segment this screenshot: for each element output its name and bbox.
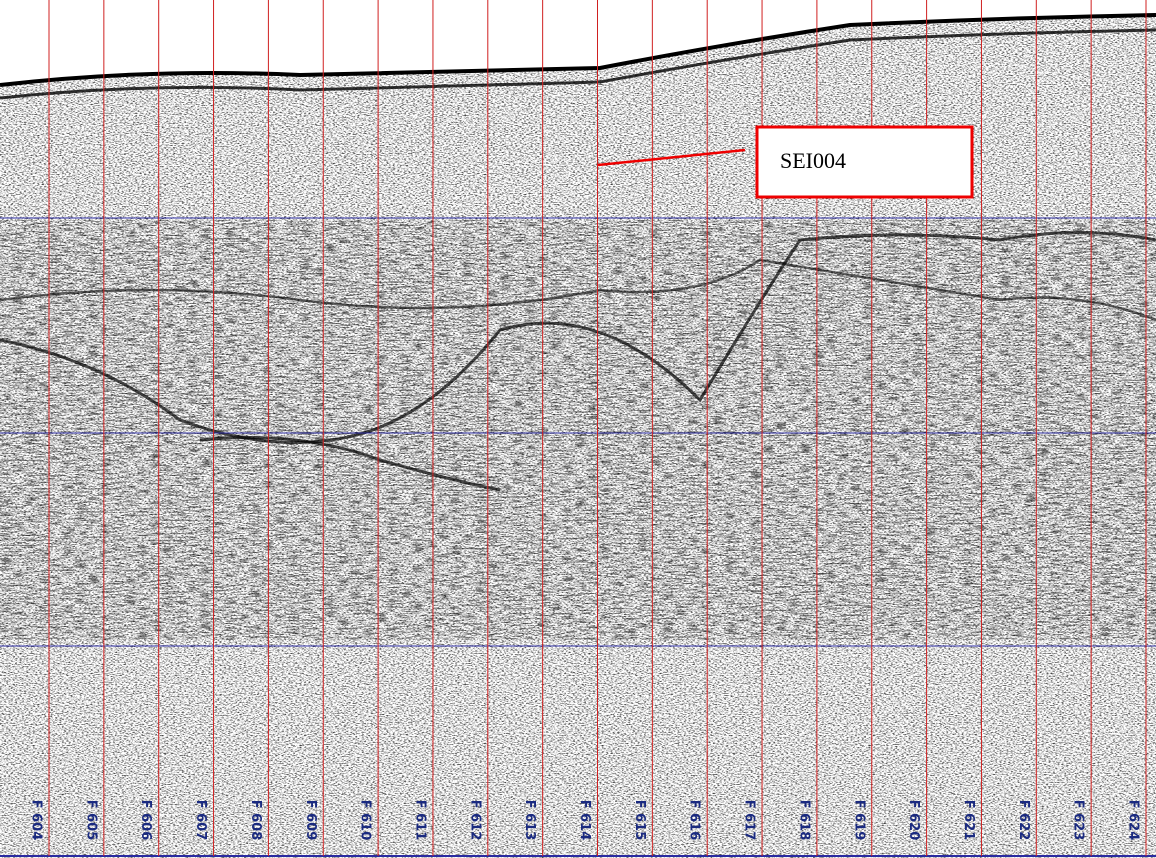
fix-label: F 619: [851, 800, 866, 841]
fix-label: F 621: [961, 800, 976, 841]
fix-label: F 612: [467, 800, 482, 841]
fix-label: F 624: [1126, 800, 1141, 841]
annotation-pointer: [597, 148, 746, 167]
horizon: [199, 436, 501, 492]
horizon: [0, 258, 1156, 322]
fix-label: F 622: [1016, 800, 1031, 841]
horizon: [0, 231, 1156, 444]
annotation-label: SEI004: [780, 148, 846, 173]
fix-label: F 604: [29, 800, 44, 841]
fix-label: F 613: [522, 800, 537, 841]
fix-label: F 615: [632, 800, 647, 841]
fix-label: F 606: [138, 800, 153, 841]
fix-label: F 616: [687, 800, 702, 841]
fix-label: F 608: [248, 800, 263, 841]
fix-label: F 605: [83, 800, 98, 841]
horizons: [0, 13, 1156, 492]
fix-label: F 623: [1071, 800, 1086, 841]
annotation-box: [755, 125, 974, 199]
fix-label: F 614: [577, 800, 592, 841]
fix-label: F 617: [742, 800, 757, 841]
reflectors: [0, 220, 1156, 640]
fix-marks: F 604 F 605 F 606 F 607 F 608 F 609 F 610 F 611…: [29, 0, 1147, 856]
fix-label: F 610: [358, 800, 373, 841]
seafloor: [0, 13, 1156, 87]
fix-label: F 611: [412, 800, 427, 841]
depth-lines: [0, 217, 1156, 857]
fix-label: F 618: [796, 800, 811, 841]
fix-label: F 620: [906, 800, 921, 841]
fix-label: F 607: [193, 800, 208, 841]
horizon: [0, 28, 1156, 100]
fix-label: F 609: [303, 800, 318, 841]
